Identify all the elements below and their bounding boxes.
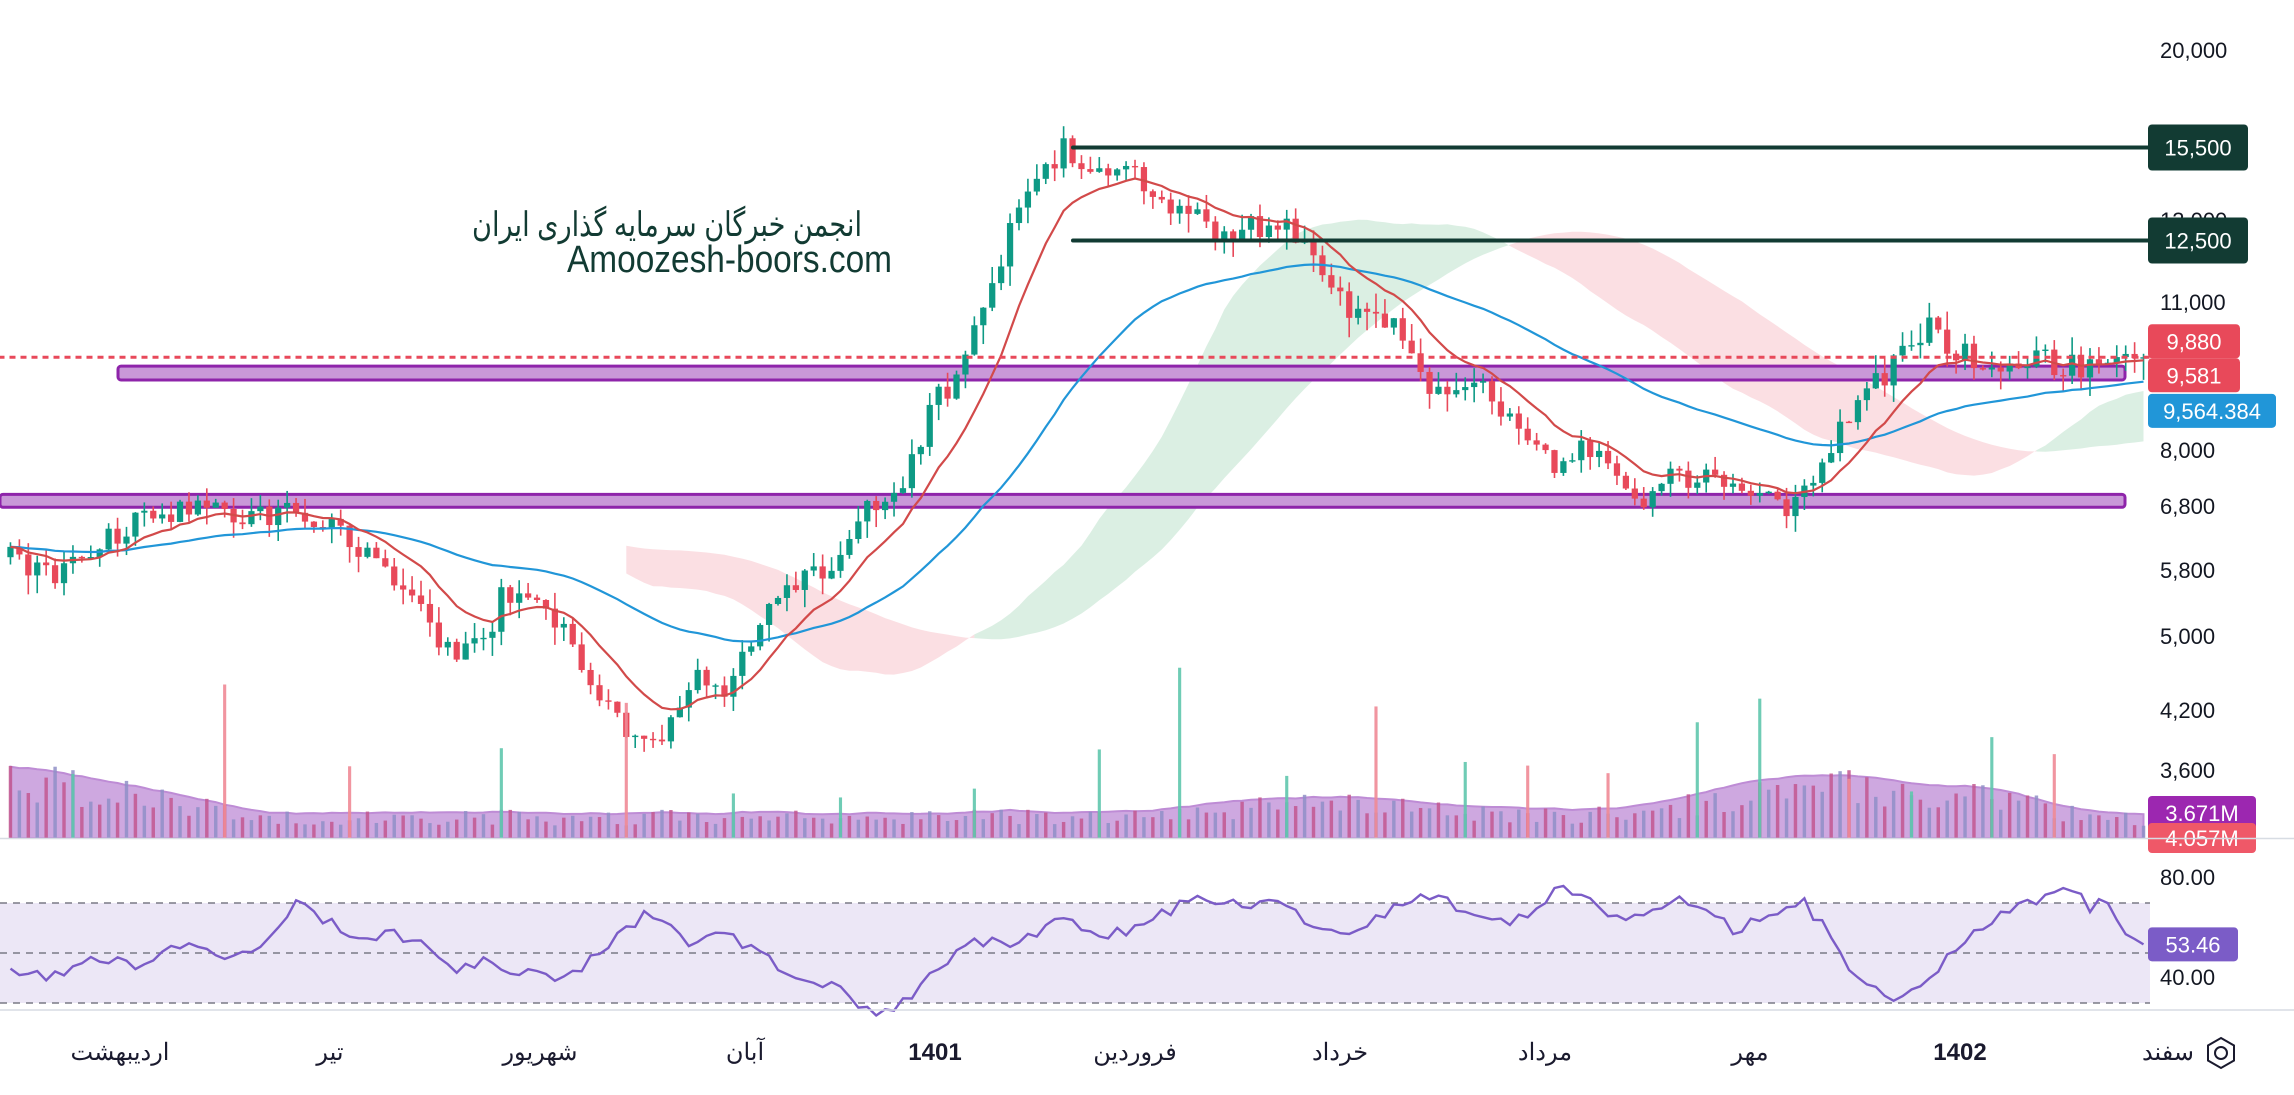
svg-text:5,000: 5,000 [2160, 624, 2215, 649]
svg-text:80.00: 80.00 [2160, 865, 2215, 890]
svg-text:11,000: 11,000 [2160, 290, 2226, 315]
svg-text:مهر: مهر [1730, 1039, 1768, 1066]
svg-text:6,800: 6,800 [2160, 494, 2215, 519]
svg-text:9,564.384: 9,564.384 [2163, 399, 2261, 424]
svg-text:53.46: 53.46 [2165, 932, 2220, 957]
svg-text:مرداد: مرداد [1518, 1039, 1572, 1066]
svg-text:40.00: 40.00 [2160, 965, 2215, 990]
svg-text:15,500: 15,500 [2164, 136, 2231, 161]
svg-text:8,000: 8,000 [2160, 438, 2215, 463]
svg-text:خرداد: خرداد [1312, 1039, 1368, 1066]
svg-text:اردیبهشت: اردیبهشت [71, 1039, 170, 1066]
svg-text:9,880: 9,880 [2166, 329, 2221, 354]
svg-text:شهریور: شهریور [501, 1039, 577, 1066]
svg-text:سفند: سفند [2142, 1039, 2194, 1066]
svg-text:آبان: آبان [726, 1037, 766, 1066]
svg-text:تیر: تیر [315, 1039, 343, 1066]
svg-text:12,500: 12,500 [2164, 229, 2231, 254]
svg-text:1402: 1402 [1933, 1039, 1986, 1066]
svg-text:فروردین: فروردین [1093, 1039, 1177, 1066]
svg-text:9,581: 9,581 [2166, 363, 2221, 388]
svg-text:3,600: 3,600 [2160, 758, 2215, 783]
svg-text:5,800: 5,800 [2160, 558, 2215, 583]
svg-text:4,200: 4,200 [2160, 698, 2215, 723]
svg-text:1401: 1401 [908, 1039, 961, 1066]
svg-text:3.671M: 3.671M [2165, 801, 2238, 826]
svg-text:Amoozesh-boors.com: Amoozesh-boors.com [567, 239, 892, 281]
svg-text:20,000: 20,000 [2160, 38, 2227, 63]
